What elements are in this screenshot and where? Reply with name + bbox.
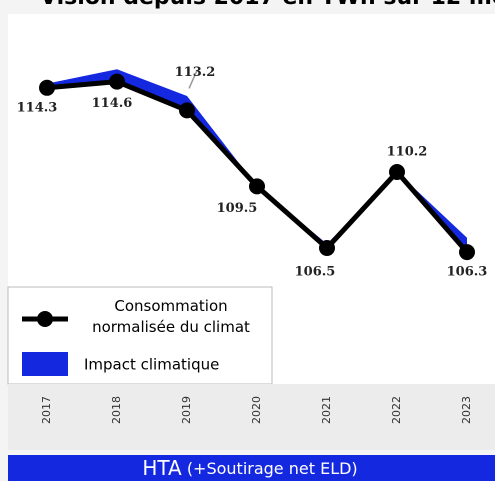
data-label: 106.5 bbox=[295, 265, 336, 280]
legend-label-box: Consommation normalisée du climat bbox=[92, 297, 250, 336]
data-label: 114.6 bbox=[92, 96, 133, 111]
marker bbox=[179, 102, 195, 119]
x-tick-label: 2020 bbox=[250, 396, 263, 424]
marker bbox=[319, 240, 335, 257]
x-axis-band bbox=[8, 384, 495, 450]
marker bbox=[389, 164, 405, 181]
data-label: 109.5 bbox=[217, 201, 258, 216]
marker bbox=[249, 178, 265, 195]
marker bbox=[109, 73, 125, 90]
data-label: 110.2 bbox=[387, 145, 428, 160]
x-tick-label: 2019 bbox=[180, 396, 193, 424]
legend-marker bbox=[37, 311, 53, 327]
footer-sub: (+Soutirage net ELD) bbox=[187, 459, 358, 478]
leader-line bbox=[188, 70, 198, 89]
data-label: 106.3 bbox=[447, 265, 488, 280]
data-label: 114.3 bbox=[17, 100, 58, 115]
legend-label: Impact climatique bbox=[84, 356, 219, 374]
plot: 114.3 114.6 113.2 109.5 106.5 110.2 106.3 bbox=[17, 65, 488, 280]
footer: HTA (+Soutirage net ELD) bbox=[142, 456, 357, 480]
legend-label: Consommation normalisée du climat bbox=[92, 297, 250, 336]
x-tick-label: 2023 bbox=[460, 396, 473, 424]
x-tick-label: 2017 bbox=[40, 396, 53, 424]
x-tick-label: 2022 bbox=[390, 396, 403, 424]
data-label: 113.2 bbox=[175, 65, 216, 80]
x-tick-label: 2018 bbox=[110, 396, 123, 424]
footer-bar bbox=[8, 455, 495, 481]
footer-main: HTA bbox=[142, 456, 182, 480]
legend-swatch bbox=[22, 352, 68, 376]
marker bbox=[459, 244, 475, 261]
chart-title: Vision depuis 2017 en TWh sur 12 mois bbox=[40, 0, 495, 10]
marker bbox=[39, 79, 55, 96]
x-tick-label: 2021 bbox=[320, 396, 333, 424]
